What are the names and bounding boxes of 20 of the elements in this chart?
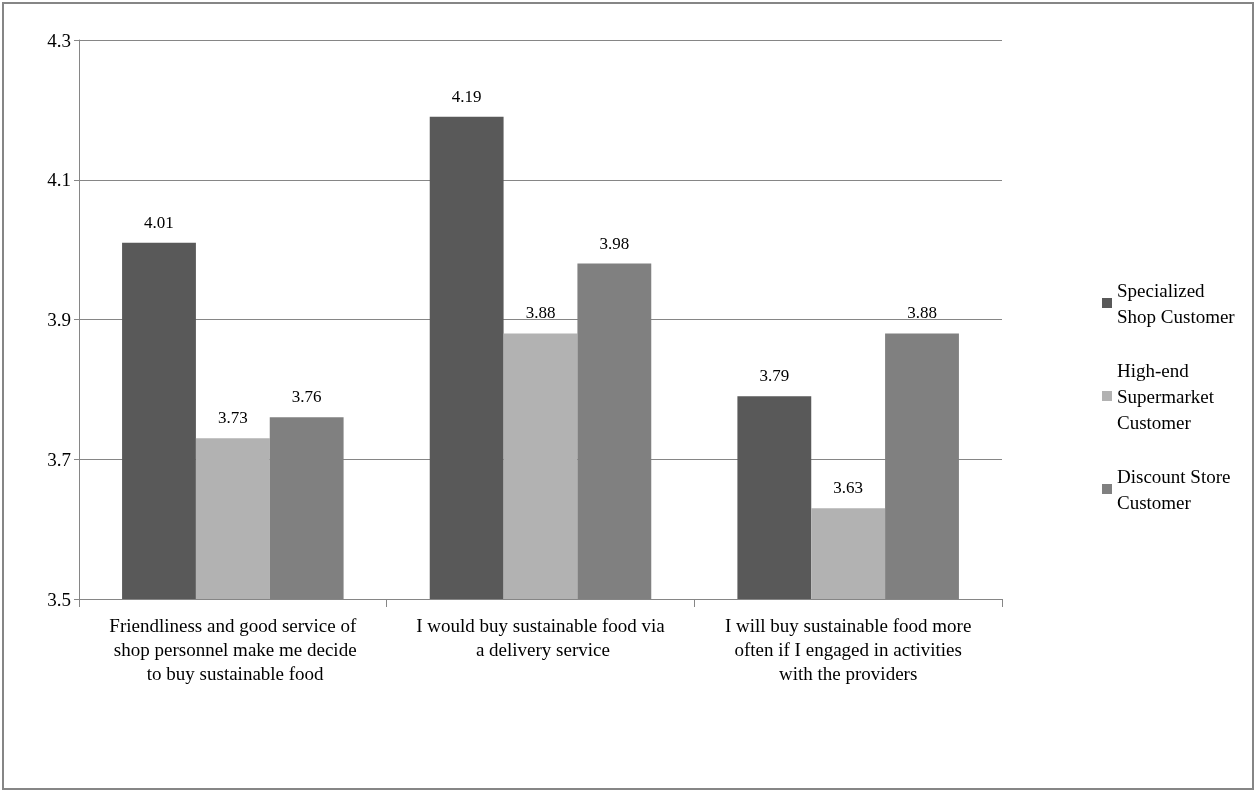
data-label: 3.73: [217, 408, 248, 428]
data-label: 3.76: [291, 387, 322, 407]
y-tick-label: 3.9: [47, 309, 71, 330]
y-tick-label: 4.3: [47, 29, 71, 51]
x-tick-label: Friendliness and good service of shop personnel make me decide to buy sustainable food: [109, 614, 357, 684]
legend-label: High-end Supermarket Customer: [1117, 359, 1219, 433]
data-label: 3.98: [599, 233, 630, 253]
x-tick-label: I will buy sustainable food more often if I engaged in activities with the providers: [724, 614, 972, 684]
x-tick-label: I would buy sustainable food via a delivery service: [416, 614, 666, 660]
legend-label: Specialized Shop Customer: [1117, 279, 1236, 327]
data-label: 3.79: [759, 366, 790, 386]
y-tick-label: 3.7: [47, 448, 71, 470]
data-label: 3.88: [525, 303, 556, 323]
data-label: 3.63: [833, 478, 864, 498]
data-label: 4.01: [144, 212, 174, 232]
data-label: 4.19: [451, 86, 482, 106]
y-tick-label: 4.1: [47, 169, 71, 191]
y-tick-label: 3.5: [47, 588, 71, 610]
legend-label: Discount Store Customer: [1117, 465, 1236, 513]
data-label: 3.88: [907, 303, 937, 323]
